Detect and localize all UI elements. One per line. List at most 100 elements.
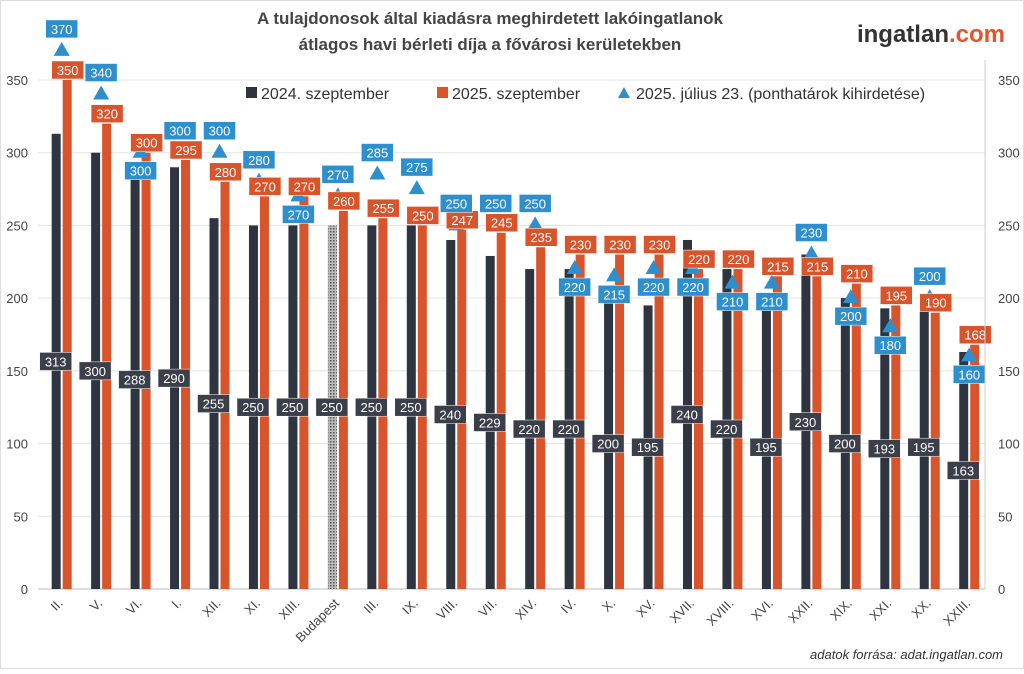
data-label-july: 250: [485, 196, 507, 211]
data-label-july-box: [558, 277, 591, 297]
data-label-july-box: [913, 266, 947, 286]
data-label-2024: 195: [637, 440, 659, 455]
data-label-july-box: [321, 165, 355, 184]
y-tick-label-right: 100: [998, 437, 1020, 452]
marker-july: [961, 347, 978, 362]
marker-july: [53, 41, 70, 56]
data-label-july-box: [203, 121, 236, 140]
bar-2025: [654, 254, 664, 589]
legend-triangle-icon: [618, 87, 630, 98]
data-label-july: 180: [879, 338, 901, 353]
data-label-2024: 193: [873, 442, 895, 457]
data-label-2025: 350: [57, 63, 79, 78]
bar-2025: [694, 269, 704, 589]
data-label-2025-box: [485, 213, 518, 232]
data-label-july-box: [361, 143, 394, 162]
data-label-2024-box: [157, 368, 191, 388]
y-tick-label-right: 350: [998, 73, 1020, 88]
data-label-july: 270: [288, 207, 310, 222]
data-label-july-box: [479, 194, 512, 213]
data-label-2024-box: [315, 397, 349, 417]
data-label-2024-box: [394, 397, 428, 417]
data-label-2024: 163: [952, 463, 974, 478]
data-label-2025: 255: [372, 201, 394, 216]
data-label-2025: 247: [451, 213, 473, 228]
data-label-2024-box: [197, 394, 230, 413]
data-labels: 313 350 370 300 320 340 288 300 300 290 295 300 255 2…: [39, 19, 992, 480]
data-label-2024: 250: [282, 400, 304, 415]
y-tick-label-left: 250: [6, 218, 28, 233]
data-label-july-box: [518, 194, 552, 213]
data-label-2025: 270: [294, 179, 316, 194]
data-label-july: 210: [722, 295, 744, 310]
data-label-july-box: [716, 292, 749, 311]
y-tick-label-right: 250: [998, 218, 1020, 233]
data-label-july-box: [597, 285, 631, 304]
y-tick-label-right: 150: [998, 364, 1020, 379]
y-tick-label-right: 0: [998, 582, 1005, 597]
bar-2025: [536, 247, 546, 589]
y-tick-label-right: 200: [998, 291, 1020, 306]
y-tick-label-left: 200: [6, 291, 28, 306]
bar-2025: [496, 232, 506, 589]
y-tick-label-right: 300: [998, 146, 1020, 161]
data-label-2024: 250: [321, 400, 343, 415]
data-label-2024: 255: [203, 397, 225, 412]
data-label-july: 215: [603, 287, 625, 302]
data-label-july-box: [45, 19, 78, 39]
y-tick-label-left: 0: [21, 582, 28, 597]
marker-july: [645, 260, 662, 275]
marker-july: [763, 274, 780, 289]
data-label-july: 285: [366, 146, 388, 161]
legend-label-2025: 2025. szeptember: [452, 86, 581, 103]
bar-2025: [812, 276, 822, 589]
data-label-july: 300: [209, 124, 231, 139]
data-label-2025-box: [248, 177, 282, 196]
data-label-2025-box: [288, 177, 321, 196]
data-label-july: 160: [958, 367, 980, 382]
data-label-july-box: [242, 150, 276, 170]
data-label-2025-box: [761, 257, 795, 276]
data-label-2025-box: [840, 264, 874, 283]
data-label-2025-box: [564, 235, 597, 254]
data-label-2024-box: [355, 397, 388, 417]
data-label-2025: 270: [254, 179, 276, 194]
bar-2025: [772, 276, 782, 589]
data-label-july-box: [795, 223, 828, 242]
data-label-2024: 250: [360, 400, 382, 415]
data-label-2024-box: [276, 397, 309, 417]
data-label-2024-box: [710, 419, 743, 439]
data-label-2024-box: [552, 419, 585, 439]
data-label-july: 250: [445, 196, 467, 211]
y-tick-label-left: 350: [6, 73, 28, 88]
marker-july: [527, 216, 544, 231]
data-label-july: 230: [801, 226, 823, 241]
data-label-2024-box: [78, 361, 112, 381]
data-label-2024-box: [39, 352, 72, 371]
data-label-july: 340: [90, 66, 112, 81]
data-label-2024: 229: [479, 415, 501, 430]
data-label-july-box: [874, 335, 907, 355]
data-label-2024-box: [512, 419, 546, 439]
data-label-july-box: [84, 63, 118, 82]
legend: 2024. szeptember 2025. szeptember 2025. …: [246, 86, 925, 103]
data-label-july: 220: [564, 280, 586, 295]
chart-title-line-1: A tulajdonosok által kiadásra meghirdete…: [257, 9, 724, 28]
legend-swatch-2024: [246, 87, 257, 98]
data-label-2024-box: [236, 397, 270, 417]
data-label-2024: 195: [913, 440, 935, 455]
legend-label-july: 2025. július 23. (ponthatárok kihirdetés…: [636, 86, 925, 103]
data-label-july-box: [124, 161, 157, 180]
data-label-2024-box: [907, 437, 941, 457]
marker-july: [842, 289, 859, 304]
data-label-2024-box: [670, 405, 704, 424]
y-tick-label-left: 50: [14, 509, 28, 524]
marker-july: [566, 260, 583, 275]
data-label-2024: 200: [597, 437, 619, 452]
data-label-july: 300: [130, 164, 152, 179]
data-label-2025: 220: [688, 252, 710, 267]
y-tick-label-left: 300: [6, 146, 28, 161]
data-label-july: 275: [406, 160, 428, 175]
data-label-2025: 280: [215, 165, 237, 180]
data-label-2025: 190: [925, 296, 947, 311]
